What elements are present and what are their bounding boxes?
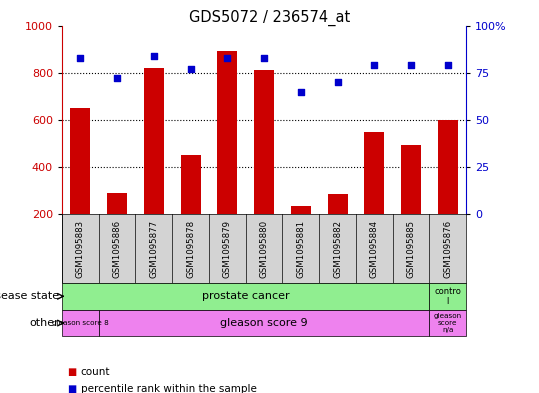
Point [76,55,85,61]
Point [370,62,379,68]
Text: other: other [30,318,59,328]
Bar [99,310,430,336]
Bar [430,310,466,336]
Text: GSM1095876: GSM1095876 [444,220,452,277]
Point [260,55,268,61]
Text: GSM1095882: GSM1095882 [333,220,342,277]
Bar [144,68,164,214]
Text: gleason score 8: gleason score 8 [52,320,109,326]
Text: ■: ■ [67,367,77,377]
Bar [401,145,421,214]
Text: prostate cancer: prostate cancer [202,291,289,301]
Bar [217,51,238,214]
Point [186,66,195,72]
Point [407,62,416,68]
Text: GSM1095881: GSM1095881 [296,220,306,277]
Text: percentile rank within the sample: percentile rank within the sample [81,384,257,393]
Point [296,88,305,95]
Bar [438,120,458,214]
Point [223,55,232,61]
Text: ■: ■ [67,384,77,393]
Text: contro
l: contro l [434,286,461,306]
Point [333,79,342,85]
Text: GSM1095878: GSM1095878 [186,220,195,277]
Text: GSM1095885: GSM1095885 [406,220,416,277]
Text: GSM1095877: GSM1095877 [149,220,158,277]
Text: gleason
score
n/a: gleason score n/a [434,313,462,333]
Point [113,75,121,81]
Point [444,62,452,68]
Bar [70,108,91,214]
Text: GSM1095886: GSM1095886 [113,220,122,277]
Point [149,53,158,59]
Bar [107,193,127,214]
Text: GSM1095879: GSM1095879 [223,220,232,277]
Bar [291,206,311,214]
Bar [430,283,466,310]
Text: count: count [81,367,110,377]
Text: GSM1095883: GSM1095883 [76,220,85,277]
Bar [181,155,201,214]
Bar [364,132,384,214]
Text: disease state: disease state [0,291,59,301]
Bar [254,70,274,214]
Bar [62,310,99,336]
Text: gleason score 9: gleason score 9 [220,318,308,328]
Bar [328,194,348,214]
Text: GDS5072 / 236574_at: GDS5072 / 236574_at [189,10,350,26]
Text: GSM1095884: GSM1095884 [370,220,379,277]
Text: GSM1095880: GSM1095880 [260,220,268,277]
